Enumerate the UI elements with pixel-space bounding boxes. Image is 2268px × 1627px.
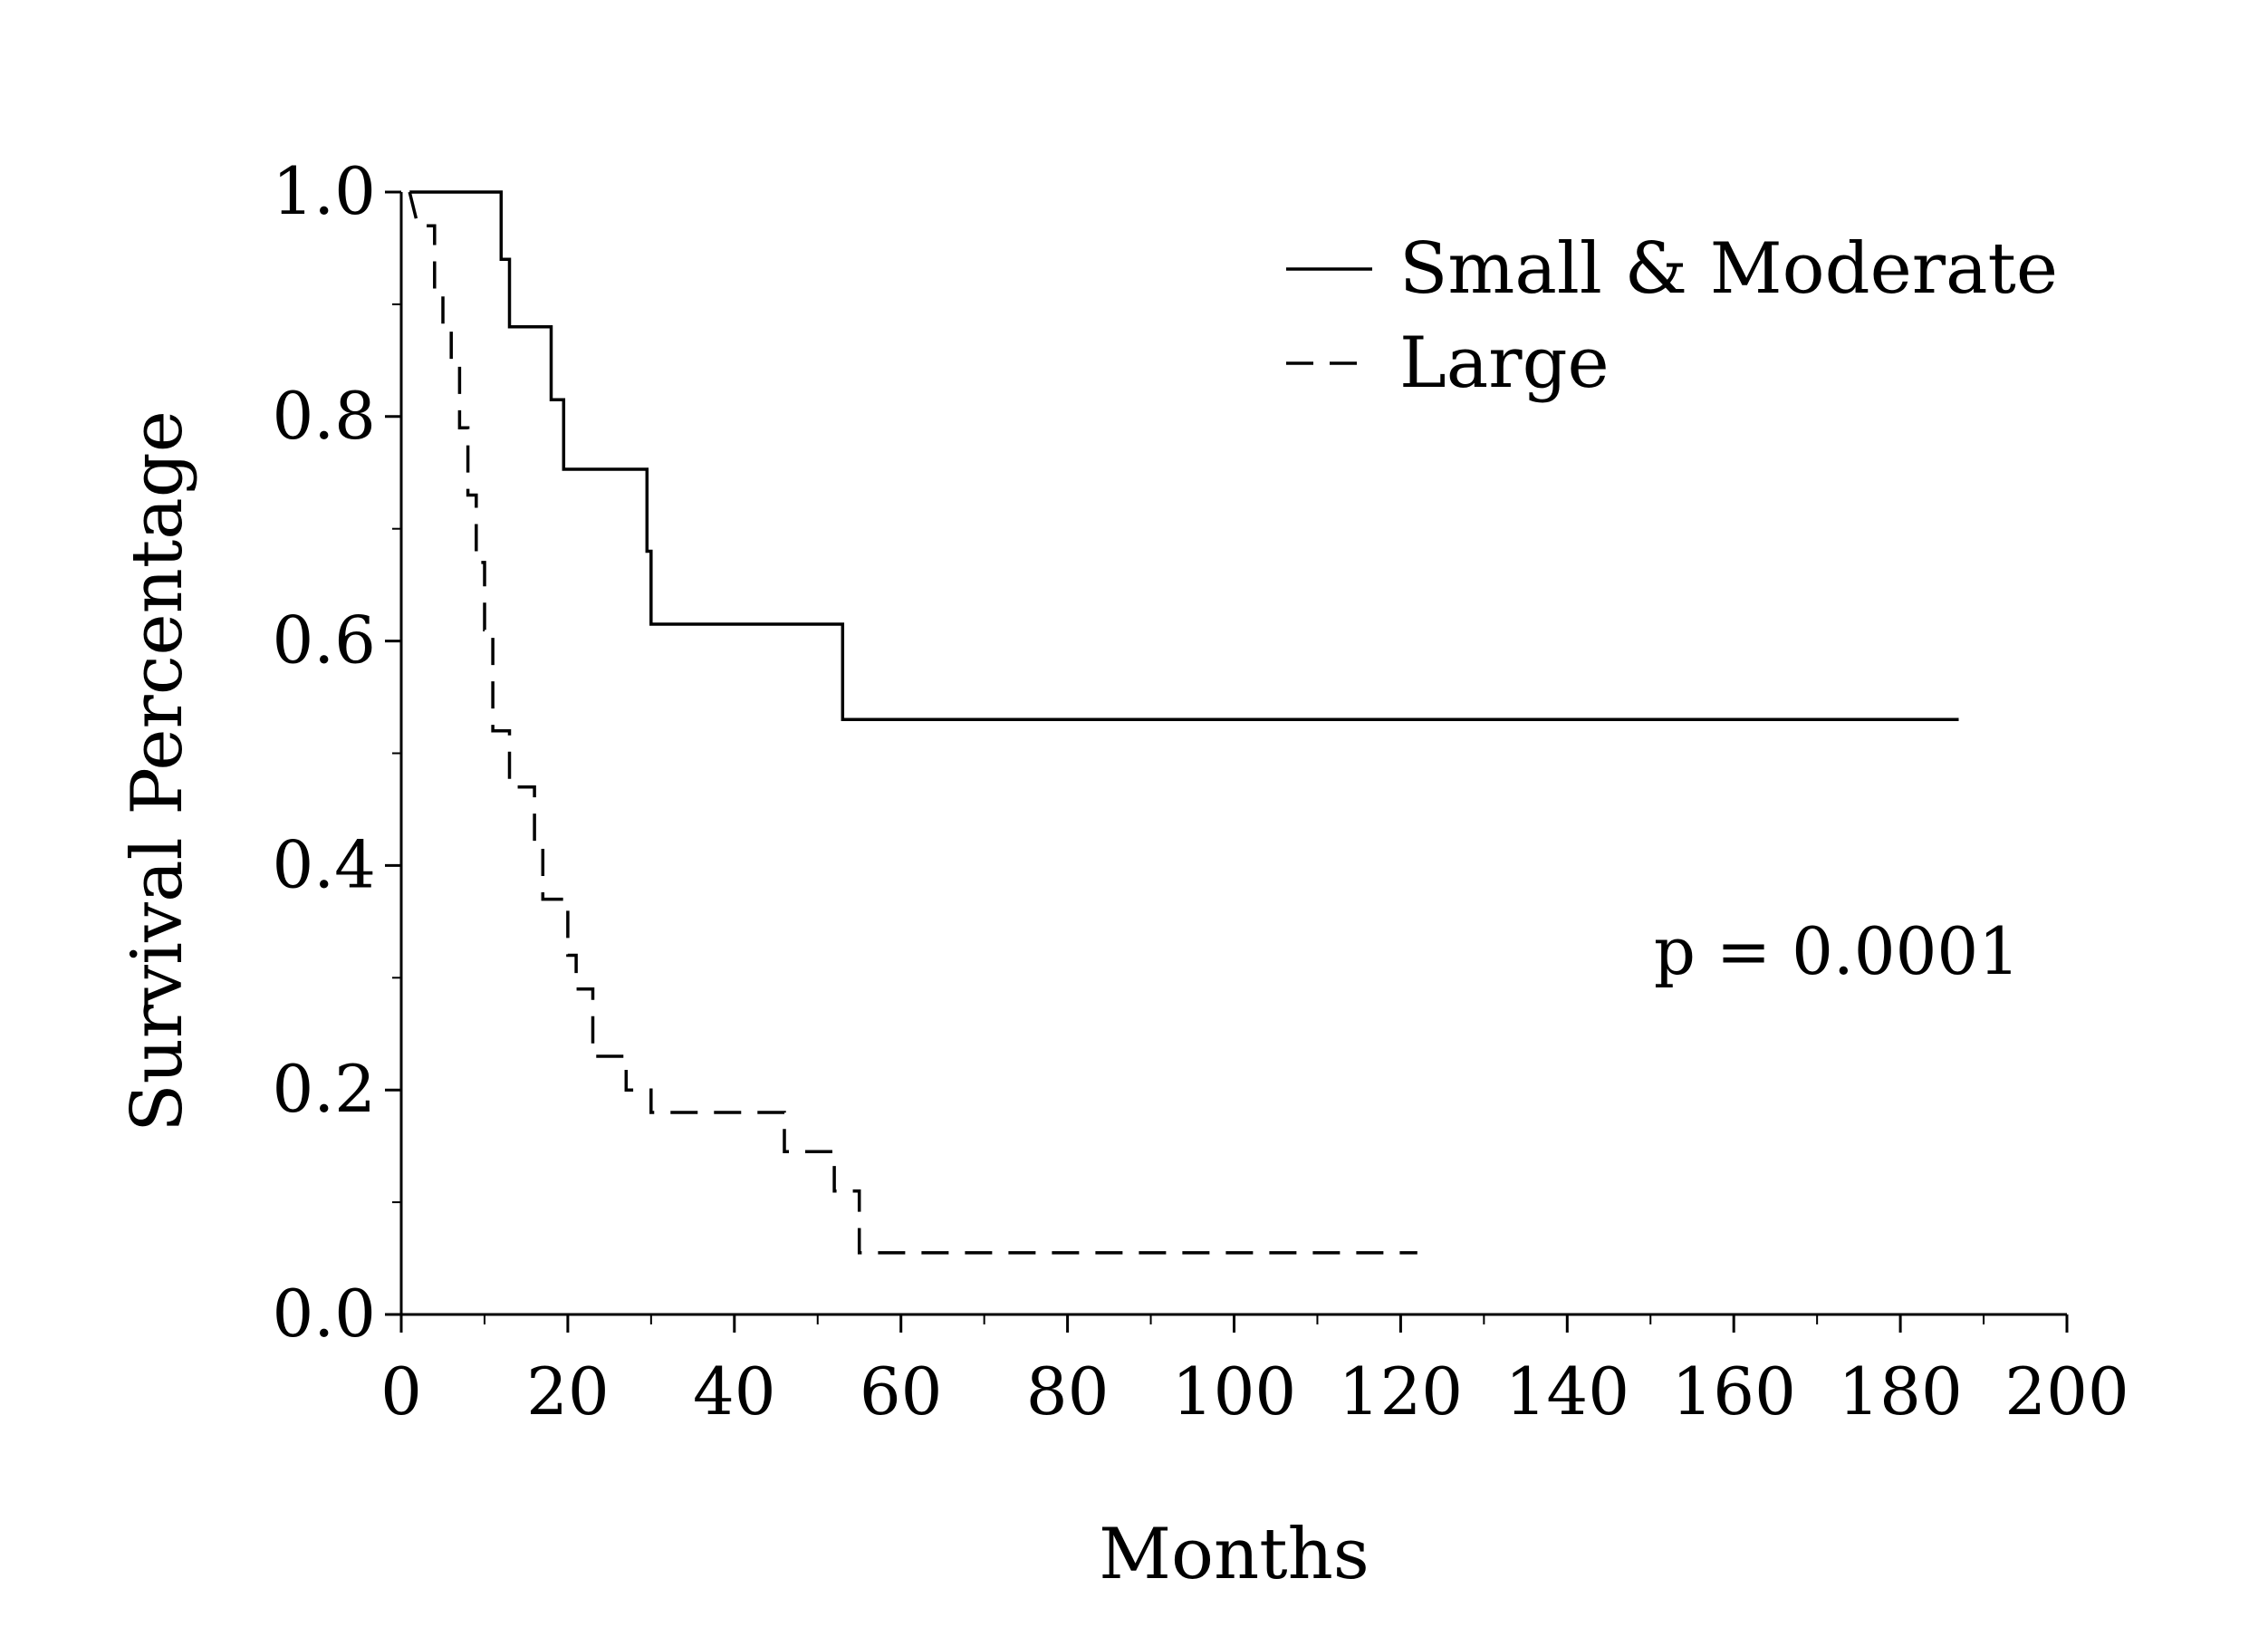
y-axis-title: Survival Percentage [117, 410, 198, 1132]
series-line-small-moderate [409, 190, 1959, 722]
y-tick-label: 0.2 [272, 1051, 376, 1127]
axes [399, 192, 2067, 1316]
legend: Small & Moderate Large [1286, 228, 2058, 404]
x-tick-label: 140 [1505, 1353, 1629, 1430]
x-tick-label: 60 [860, 1353, 943, 1430]
x-tick-label: 80 [1026, 1353, 1110, 1430]
x-tick-label: 40 [693, 1353, 776, 1430]
x-tick-label: 160 [1671, 1353, 1795, 1430]
y-tick-label: 1.0 [272, 153, 376, 229]
y-tick-label: 0.0 [272, 1276, 376, 1352]
x-tick-label: 120 [1339, 1353, 1463, 1430]
p-value-annotation: p = 0.0001 [1654, 913, 2020, 989]
x-tick-label: 100 [1172, 1353, 1296, 1430]
y-tick-label: 0.6 [272, 602, 376, 679]
legend-label: Large [1399, 323, 1610, 404]
y-tick-label: 0.8 [272, 378, 376, 454]
x-tick-label: 180 [1838, 1353, 1962, 1430]
x-tick-label: 200 [2004, 1353, 2129, 1430]
x-tick-label: 0 [380, 1353, 422, 1430]
ticks: 0.0 0.2 0.4 0.6 0.8 1.0 0 20 40 60 80 100 120 140 160 1… [272, 153, 2129, 1430]
legend-label: Small & Moderate [1399, 228, 2058, 310]
y-tick-label: 0.4 [272, 826, 376, 902]
x-tick-label: 20 [526, 1353, 610, 1430]
series-line-large [408, 191, 1418, 1255]
series-lines [408, 190, 1959, 1255]
x-axis-title: Months [1099, 1514, 1369, 1595]
